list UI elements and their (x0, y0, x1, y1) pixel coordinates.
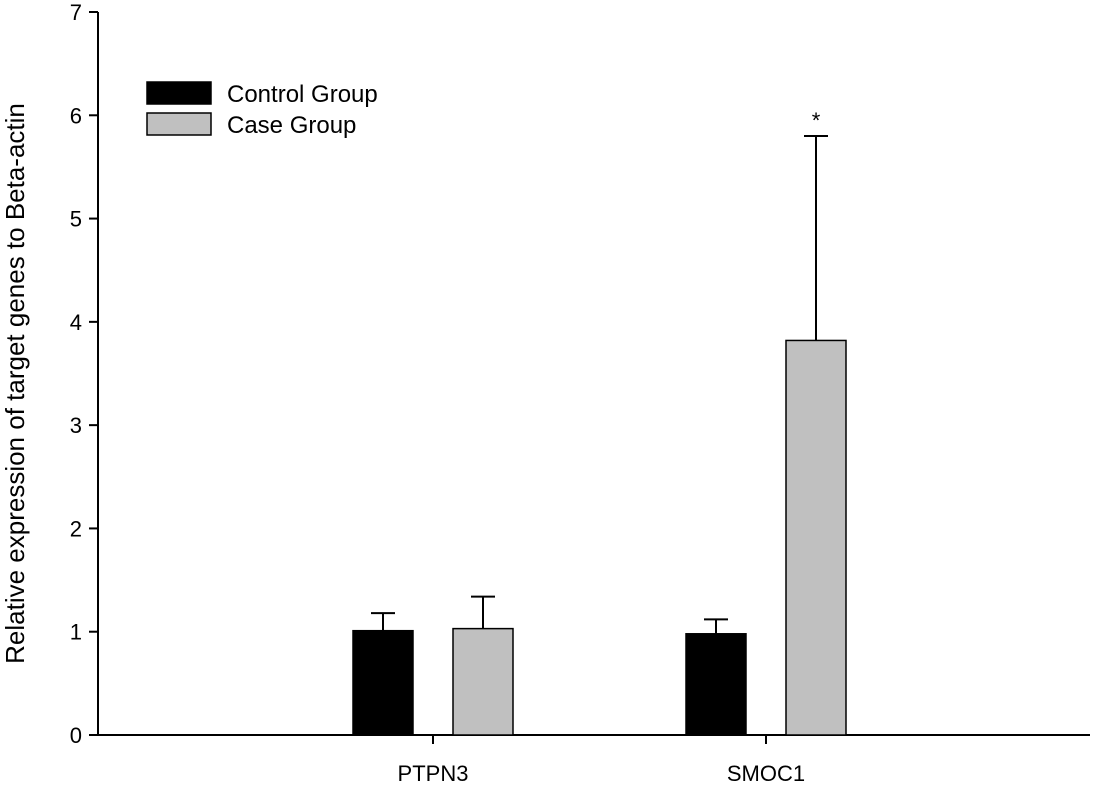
bar-case-group-smoc1 (785, 339, 847, 736)
legend-label: Case Group (227, 112, 356, 139)
x-tick-label: SMOC1 (727, 761, 805, 785)
y-tick-label: 6 (70, 103, 82, 128)
y-tick-label: 3 (70, 413, 82, 438)
annotations: * (812, 108, 821, 133)
legend-swatch (146, 112, 212, 136)
y-axis-title: Relative expression of target genes to B… (0, 103, 30, 664)
bar-case-group-ptpn3 (452, 627, 514, 736)
y-tick-label: 1 (70, 620, 82, 645)
bars (352, 339, 847, 736)
x-tick-label: PTPN3 (398, 761, 469, 785)
bar-control-group-smoc1 (685, 633, 747, 736)
bar-control-group-ptpn3 (352, 629, 414, 736)
error-bars (371, 134, 828, 634)
axes (97, 12, 1090, 736)
y-tick-label: 5 (70, 207, 82, 232)
legend: Control Group Case Group (146, 81, 378, 139)
legend-label: Control Group (227, 81, 378, 108)
category-labels: PTPN3 SMOC1 (398, 735, 805, 785)
y-tick-label: 0 (70, 723, 82, 748)
y-tick-label: 7 (70, 0, 82, 25)
significance-marker: * (812, 108, 821, 133)
y-tick-label: 2 (70, 516, 82, 541)
y-tick-label: 4 (70, 310, 82, 335)
y-ticks: 0 1 2 3 4 5 6 7 (70, 0, 98, 748)
legend-swatch (146, 81, 212, 105)
